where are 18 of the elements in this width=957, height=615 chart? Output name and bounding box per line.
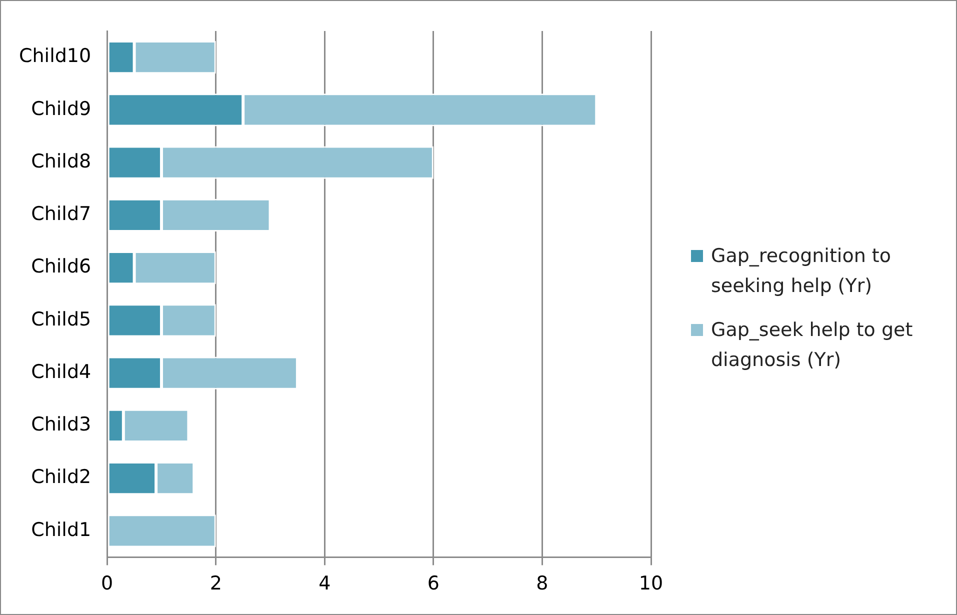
- x-tick-label: 8: [536, 572, 548, 595]
- y-tick-label: Child4: [31, 360, 92, 383]
- x-tick-label: 10: [638, 572, 664, 595]
- y-tick-label: Child8: [31, 150, 92, 172]
- y-tick-label: Child10: [18, 45, 92, 68]
- y-tick-label: Child7: [31, 203, 92, 226]
- y-tick-label: Child3: [31, 414, 92, 436]
- y-tick-label: Child5: [31, 308, 92, 330]
- x-tick-label: 0: [101, 572, 114, 595]
- y-tick-label: Child9: [31, 98, 92, 120]
- x-tick-label: 6: [427, 572, 440, 595]
- legend-label: Gap_seek help to get diagnosis (Yr): [711, 318, 914, 373]
- x-tick-label: 4: [318, 572, 331, 595]
- x-tick-label: 2: [210, 572, 222, 595]
- y-tick-label: Child1: [31, 518, 92, 541]
- legend-label: Gap_recognition to seeking help (Yr): [711, 244, 892, 299]
- y-tick-label: Child2: [31, 466, 92, 488]
- y-tick-label: Child6: [31, 256, 92, 278]
